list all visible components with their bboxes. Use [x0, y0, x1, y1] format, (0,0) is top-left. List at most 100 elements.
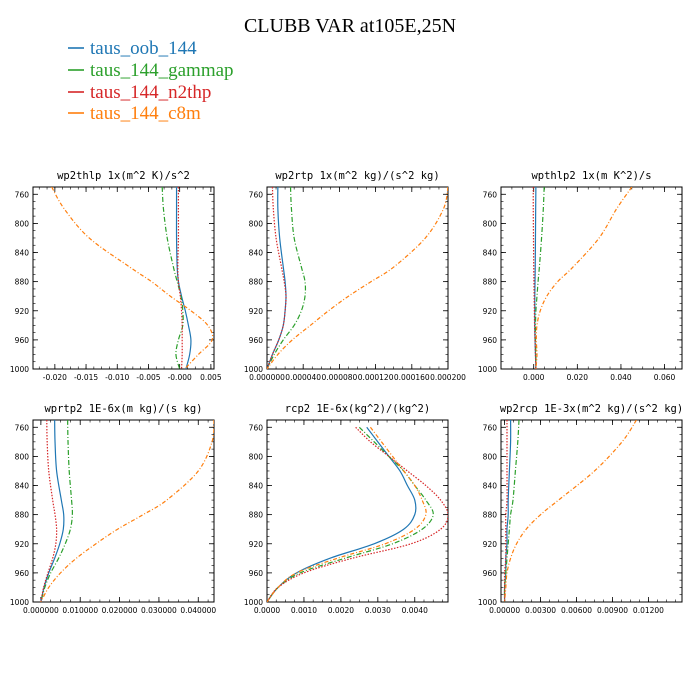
y-tick-label: 880 [483, 511, 498, 520]
y-tick-label: 760 [15, 190, 30, 199]
series-line-taus-oob-144 [40, 420, 65, 602]
y-tick-label: 880 [15, 278, 30, 287]
y-tick-label: 800 [15, 219, 30, 228]
legend-entry-taus-144-gammap: taus_144_gammap [68, 60, 234, 81]
legend-label-taus-144-c8m: taus_144_c8m [90, 103, 201, 124]
y-tick-label: 960 [249, 336, 264, 345]
y-tick-label: 840 [249, 249, 264, 258]
y-tick-label: 880 [249, 511, 264, 520]
y-tick-label: 1000 [244, 365, 263, 374]
y-tick-label: 840 [483, 249, 498, 258]
x-tick-label: 0.0030 [365, 606, 391, 615]
x-tick-label: -0.020 [43, 373, 67, 382]
x-tick-label: 0.000200 [430, 373, 466, 382]
series-line-taus-144-gammap [40, 420, 73, 602]
legend-label-taus-oob-144: taus_oob_144 [90, 38, 197, 59]
y-tick-label: 960 [15, 569, 30, 578]
series-group [51, 187, 214, 369]
x-tick-label: 0.000040 [285, 373, 321, 382]
plot-frame [500, 419, 683, 603]
panel-grid: wp2thlp 1x(m^2 K)/s^2 760 800 840 880 920 960 1… [10, 170, 683, 615]
legend-entry-taus-oob-144: taus_oob_144 [68, 38, 197, 59]
plot-frame [32, 419, 215, 603]
y-tick-label: 760 [249, 423, 264, 432]
series-line-taus-144-n2thp [532, 187, 537, 369]
y-tick-label: 800 [15, 452, 30, 461]
plot-frame [500, 186, 683, 370]
series-group [40, 420, 214, 602]
y-tick-label: 1000 [244, 598, 263, 607]
y-tick-label: 1000 [10, 598, 29, 607]
series-group [503, 420, 637, 602]
y-tick-label: 920 [15, 307, 30, 316]
x-tick-label: 0.00300 [525, 606, 556, 615]
y-tick-label: 800 [483, 219, 498, 228]
series-line-taus-144-c8m [51, 187, 214, 369]
x-tick-label: 0.000120 [358, 373, 394, 382]
panel-1: wp2thlp 1x(m^2 K)/s^2 760 800 840 880 920 960 1… [10, 170, 222, 382]
series-line-taus-144-gammap [267, 426, 434, 602]
y-tick-label: 920 [15, 540, 30, 549]
legend-entry-taus-144-c8m: taus_144_c8m [68, 103, 201, 124]
y-tick-label: 920 [483, 307, 498, 316]
panel-6: wp2rcp 1E-3x(m^2 kg)/(s^2 kg)760 800 840 88… [478, 403, 683, 615]
y-tick-label: 880 [15, 511, 30, 520]
y-tick-label: 960 [483, 569, 498, 578]
series-line-taus-144-gammap [267, 187, 307, 369]
x-tick-label: 0.040 [610, 373, 632, 382]
legend-label-taus-144-gammap: taus_144_gammap [90, 60, 234, 81]
x-tick-label: 0.00600 [561, 606, 592, 615]
y-tick-label: 800 [249, 452, 264, 461]
y-tick-label: 840 [249, 482, 264, 491]
x-tick-label: 0.0000 [254, 606, 280, 615]
x-tick-label: -0.015 [74, 373, 98, 382]
x-tick-label: 0.005 [200, 373, 222, 382]
legend: taus_oob_144 taus_144_gammap taus_144_n2… [68, 38, 234, 124]
series-line-taus-144-n2thp [40, 420, 58, 602]
y-tick-label: 840 [483, 482, 498, 491]
series-line-taus-144-n2thp [177, 187, 183, 369]
x-tick-label: 0.000000 [249, 373, 285, 382]
legend-label-taus-144-n2thp: taus_144_n2thp [90, 82, 211, 103]
series-group [267, 187, 448, 369]
series-line-taus-144-n2thp [267, 187, 287, 369]
x-tick-label: 0.0040 [402, 606, 428, 615]
y-tick-label: 880 [249, 278, 264, 287]
x-tick-label: 0.000 [523, 373, 545, 382]
plot-frame [32, 186, 215, 370]
series-group [267, 426, 448, 602]
panel-title: wpthlp2 1x(m K^2)/s [531, 170, 651, 182]
y-tick-label: 760 [15, 423, 30, 432]
x-tick-label: 0.040000 [180, 606, 216, 615]
series-line-taus-oob-144 [175, 187, 192, 369]
x-tick-label: 0.0010 [291, 606, 317, 615]
y-tick-label: 960 [15, 336, 30, 345]
x-tick-label: 0.00900 [597, 606, 628, 615]
series-line-taus-144-c8m [504, 420, 637, 602]
x-tick-label: 0.020000 [102, 606, 138, 615]
series-line-taus-144-c8m [267, 187, 448, 369]
x-tick-label: 0.010000 [62, 606, 98, 615]
panel-3: wpthlp2 1x(m K^2)/s 760 800 840 880 920 960 100… [478, 170, 683, 382]
x-tick-label: 0.060 [654, 373, 676, 382]
series-line-taus-144-c8m [267, 426, 427, 602]
series-line-taus-144-c8m [40, 420, 214, 602]
panel-4: wprtp2 1E-6x(m kg)/(s kg) 760 800 840 880 920… [10, 403, 216, 615]
x-tick-label: 0.000160 [394, 373, 430, 382]
panel-5: rcp2 1E-6x(kg^2)/(kg^2) 760 800 840 880 920 96… [244, 403, 449, 615]
y-tick-label: 1000 [478, 365, 497, 374]
x-tick-label: -0.000 [168, 373, 192, 382]
y-tick-label: 880 [483, 278, 498, 287]
x-tick-label: 0.020 [567, 373, 589, 382]
series-line-taus-oob-144 [267, 187, 287, 369]
series-line-taus-oob-144 [267, 426, 417, 602]
x-tick-label: -0.010 [105, 373, 129, 382]
y-tick-label: 800 [249, 219, 264, 228]
x-tick-label: -0.005 [136, 373, 160, 382]
series-line-taus-oob-144 [503, 420, 512, 602]
legend-entry-taus-144-n2thp: taus_144_n2thp [68, 82, 211, 103]
x-tick-label: 0.01200 [633, 606, 664, 615]
y-tick-label: 960 [249, 569, 264, 578]
y-tick-label: 1000 [10, 365, 29, 374]
